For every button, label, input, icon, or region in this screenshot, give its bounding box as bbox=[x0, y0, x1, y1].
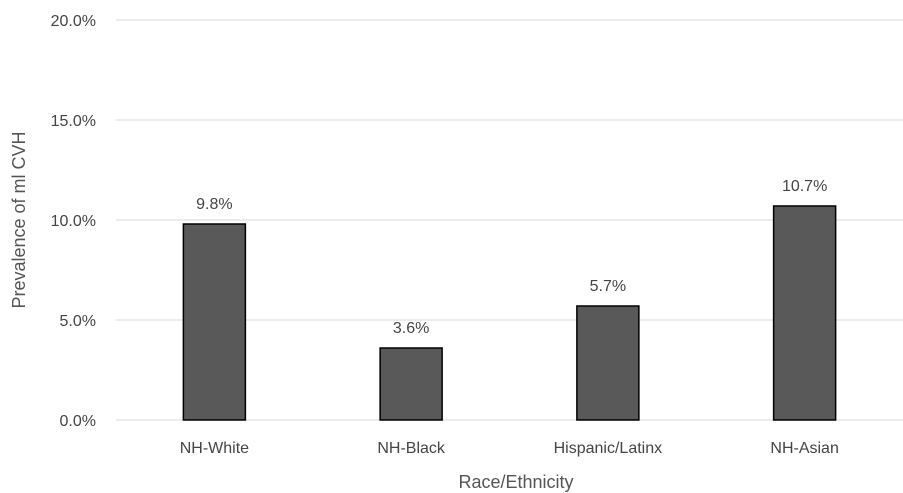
x-tick-labels: NH-White NH-Black Hispanic/Latinx NH-Asian bbox=[180, 440, 839, 457]
data-label: 10.7% bbox=[782, 178, 827, 195]
y-axis-title: Prevalence of ml CVH bbox=[9, 131, 29, 308]
bars bbox=[182, 205, 837, 421]
x-axis-title: Race/Ethnicity bbox=[458, 472, 573, 492]
y-tick-label: 5.0% bbox=[60, 313, 96, 330]
data-label: 9.8% bbox=[196, 196, 232, 213]
data-label: 5.7% bbox=[590, 278, 626, 295]
data-labels: 9.8% 3.6% 5.7% 10.7% bbox=[196, 178, 827, 337]
bar-nh-white bbox=[182, 223, 247, 421]
data-label: 3.6% bbox=[393, 320, 429, 337]
x-tick-label: NH-Black bbox=[377, 440, 446, 457]
bar-nh-black bbox=[379, 347, 443, 421]
x-tick-label: NH-White bbox=[180, 440, 249, 457]
bar-hispanic-latinx bbox=[576, 305, 640, 421]
y-tick-labels: 0.0% 5.0% 10.0% 15.0% 20.0% bbox=[51, 13, 96, 430]
x-tick-label: Hispanic/Latinx bbox=[554, 440, 663, 457]
y-tick-label: 0.0% bbox=[60, 413, 96, 430]
x-tick-label: NH-Asian bbox=[770, 440, 838, 457]
bar-nh-asian bbox=[772, 205, 837, 421]
y-tick-label: 20.0% bbox=[51, 13, 96, 30]
gridlines bbox=[116, 19, 903, 421]
y-tick-label: 10.0% bbox=[51, 213, 96, 230]
y-tick-label: 15.0% bbox=[51, 113, 96, 130]
